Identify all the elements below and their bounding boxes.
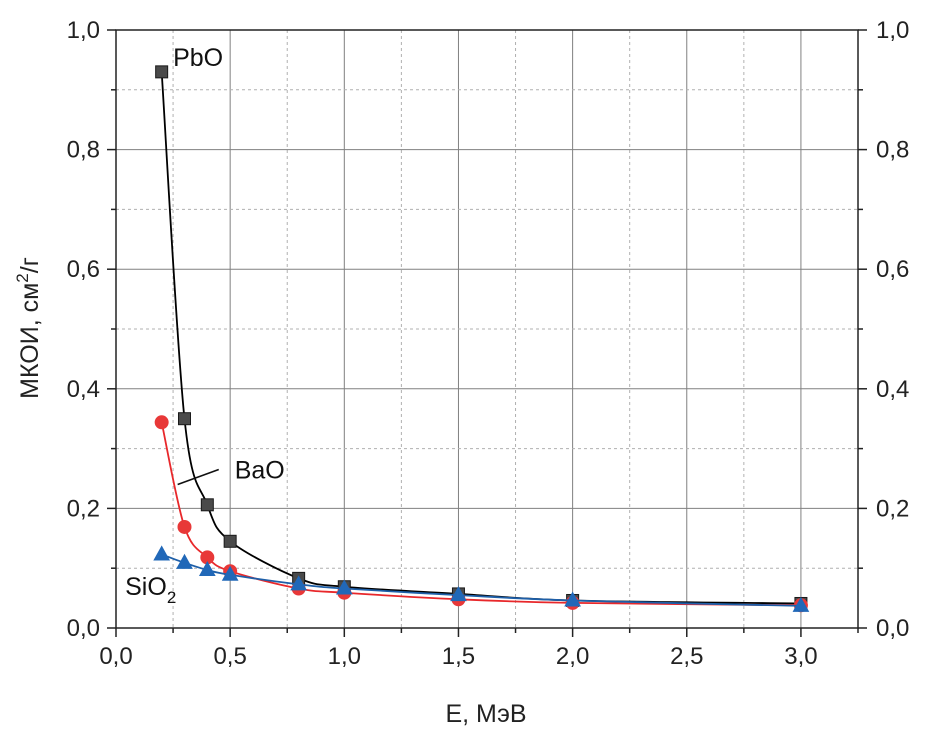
series-label-text: BaO: [235, 457, 285, 485]
x-tick-label: 2,0: [556, 643, 589, 670]
y-axis-title-tail: /г: [16, 257, 44, 273]
data-point-pbo: [155, 65, 169, 79]
series-labels: PbO BaO SiO2: [125, 44, 285, 607]
x-tick-label: 1,0: [328, 643, 361, 670]
axis-ticks: [107, 29, 867, 637]
data-point-sio2: [335, 579, 353, 595]
data-point-pbo: [177, 412, 191, 426]
data-point-sio2: [198, 560, 216, 576]
series-label-text: SiO: [125, 573, 167, 601]
x-tick-labels: 0,0 0,5 1,0 1,5 2,0 2,5 3,0: [99, 643, 817, 670]
series-pbo: [155, 65, 808, 610]
y-tick-labels-left: 0,0 0,2 0,4 0,6 0,8 1,0: [67, 17, 100, 642]
y-axis-title-sup: 2: [13, 273, 32, 282]
y-tick-label-left: 0,2: [67, 495, 100, 522]
y-tick-label-right: 0,4: [876, 376, 909, 403]
data-point-sio2: [564, 591, 581, 607]
y-tick-label-right: 0,2: [876, 495, 909, 522]
x-tick-label: 3,0: [784, 643, 817, 670]
y-tick-label-left: 0,8: [67, 137, 100, 164]
data-point-pbo: [223, 534, 237, 548]
series-bao: [154, 415, 808, 613]
y-tick-label-right: 0,8: [876, 137, 909, 164]
x-tick-label: 1,5: [442, 643, 475, 670]
grid: [116, 30, 859, 628]
x-tick-label: 2,5: [670, 643, 703, 670]
y-tick-label-left: 0,4: [67, 376, 100, 403]
y-tick-labels-right: 0,0 0,2 0,4 0,6 0,8 1,0: [876, 17, 909, 642]
series-label-subscript: 2: [167, 588, 176, 607]
data-point-sio2: [221, 565, 239, 581]
series-line-pbo: [160, 71, 801, 605]
x-tick-label: 0,5: [213, 643, 246, 670]
series-label-pbo: PbO: [173, 44, 223, 72]
x-axis-title: E, МэВ: [445, 700, 526, 728]
series-line-bao: [160, 422, 801, 607]
data-point-pbo: [200, 498, 214, 512]
y-tick-label-right: 0,0: [876, 615, 909, 642]
data-point-sio2: [290, 575, 307, 591]
data-point-bao: [177, 519, 192, 534]
y-tick-label-left: 0,0: [67, 615, 100, 642]
series-line-sio2: [161, 553, 801, 607]
y-axis-title-main: МКОИ, см: [16, 283, 44, 399]
data-point-sio2: [450, 586, 467, 602]
series-label-bao: BaO: [235, 457, 285, 485]
data-point-bao: [154, 415, 169, 430]
data-point-sio2: [176, 553, 193, 569]
x-tick-label: 0,0: [99, 643, 132, 670]
y-tick-label-right: 0,6: [876, 256, 909, 283]
y-tick-label-left: 0,6: [67, 256, 100, 283]
y-axis-title: МКОИ, см2/г: [13, 257, 44, 399]
y-tick-label-left: 1,0: [67, 17, 100, 44]
series-sio2: [153, 545, 810, 612]
series-label-sio2: SiO2: [125, 573, 176, 607]
data-point-sio2: [153, 545, 171, 561]
bao-leader-line: [177, 468, 220, 486]
series-label-text: PbO: [173, 44, 223, 72]
series: [153, 65, 810, 613]
data-point-sio2: [792, 596, 810, 612]
y-tick-label-right: 1,0: [876, 17, 909, 44]
